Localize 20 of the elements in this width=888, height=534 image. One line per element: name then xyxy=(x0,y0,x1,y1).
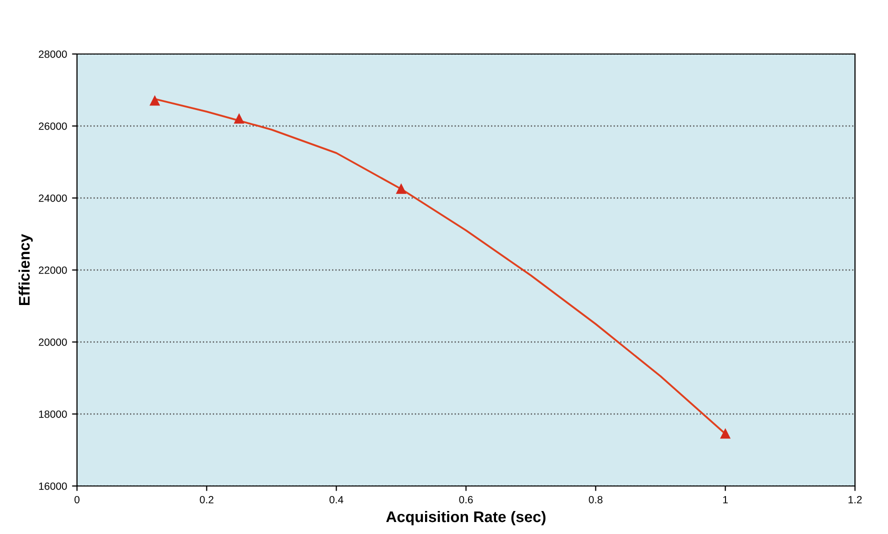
x-tick-label: 0.8 xyxy=(588,496,602,504)
y-tick-label: 16000 xyxy=(39,482,67,490)
point xyxy=(150,96,160,106)
point xyxy=(396,184,406,194)
point xyxy=(234,114,244,124)
y-axis-title: Efficiency xyxy=(18,234,33,306)
y-tick-label: 28000 xyxy=(38,50,67,58)
x-axis-title: Acquisition Rate (sec) xyxy=(386,510,546,526)
y-tick-label: 20000 xyxy=(38,338,67,346)
y-tick-label: 24000 xyxy=(38,194,67,202)
x-tick-label: 1 xyxy=(723,496,728,504)
y-tick-label: 22000 xyxy=(38,266,67,274)
point xyxy=(720,428,730,439)
x-tick-label: 0.6 xyxy=(459,496,473,504)
y-tick-label: 26000 xyxy=(38,122,67,130)
x-tick-label: 0.2 xyxy=(200,496,214,504)
x-tick-label: 1.2 xyxy=(848,496,862,504)
x-tick-label: 0 xyxy=(74,496,80,504)
y-tick-label: 18000 xyxy=(39,410,67,418)
x-tick-label: 0.4 xyxy=(330,496,344,504)
